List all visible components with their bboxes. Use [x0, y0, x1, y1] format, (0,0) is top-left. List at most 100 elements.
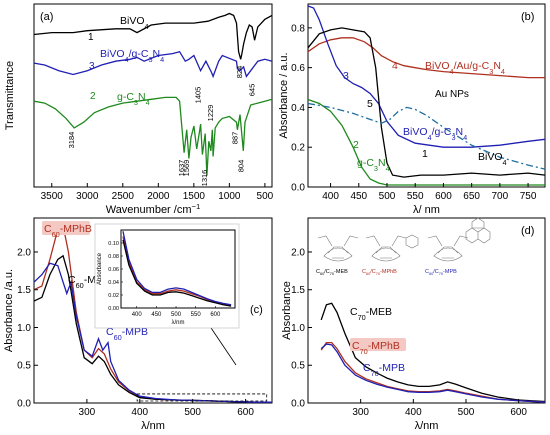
y-axis-label: Transmittance [4, 61, 16, 130]
series-name: BiVO4/Au/g-C3N4 [425, 60, 505, 76]
series-name: C60-MPB [106, 326, 148, 342]
inset-x-tick-label: 500 [171, 312, 182, 318]
x-tick-label: 500 [379, 191, 396, 202]
panel-b: 400 450 500 550 600 650 700 750 0.0 0.2 0.4 0.6 0.8 λ… [278, 3, 546, 216]
series-line-0 [307, 37, 545, 79]
molecule-structure-1 [365, 234, 419, 262]
y-tick-label: 0.2 [291, 143, 305, 154]
series-number: 4 [392, 60, 398, 72]
series-line-inset-2 [122, 231, 232, 306]
x-tick-label: 750 [520, 191, 537, 202]
series-name: C70-MPB [363, 362, 405, 378]
y-tick-label: 0.4 [291, 103, 305, 114]
ester-arms [427, 235, 469, 247]
panel-d: 300 400 500 600 0.0 0.5 1.0 1.5 2.0 λ/nm Absorbanc… [281, 217, 546, 432]
molecule-structure-0 [317, 235, 359, 262]
y-tick-label: 1.5 [291, 285, 305, 296]
peak-annotation: 1637 [177, 160, 186, 177]
inset-y-tick-label: 0.02 [108, 293, 119, 299]
x-tick-label: 600 [435, 191, 452, 202]
y-tick-label: 2.0 [291, 247, 305, 258]
series-number: 2 [353, 139, 359, 151]
y-axis-label: Absorbance / a.u. [278, 52, 290, 138]
y-tick-label: 2.0 [17, 247, 31, 258]
x-axis-label: λ/ nm [413, 204, 440, 216]
x-tick-label: 650 [463, 191, 480, 202]
x-tick-label: 300 [79, 407, 96, 418]
peak-annotation: 3184 [67, 132, 76, 149]
fullerene-cage [323, 247, 353, 262]
fullerene-cage [433, 247, 463, 262]
structure-label: C60/C70-MPhB [362, 269, 397, 276]
series-name: BiVO4/g-C3N4 [403, 126, 467, 142]
molecule-structure-2 [427, 217, 491, 262]
y-tick-label: 1.5 [17, 285, 31, 296]
series-line-0 [33, 12, 273, 60]
y-tick-label: 0.0 [291, 183, 305, 194]
x-tick-label: 400 [322, 191, 339, 202]
panel-a: 3500 3000 2500 2000 1500 1000 500 Wavenumber /c… [4, 3, 274, 216]
x-tick-label: 500 [257, 191, 274, 202]
y-tick-label: 1.0 [17, 323, 31, 334]
y-axis-label: Absorbance /a.u. [3, 269, 15, 352]
fullerene-bonds [437, 246, 459, 259]
x-tick-label: 700 [492, 191, 509, 202]
x-tick-label: 3500 [41, 191, 64, 202]
label-highlight [42, 221, 90, 235]
y-tick-label: 0.8 [291, 23, 305, 34]
series-line-1 [307, 5, 546, 148]
inset-x-tick-label: 400 [132, 312, 143, 318]
peak-annotation: 1569 [182, 160, 191, 177]
panel-c-frame [33, 217, 273, 404]
series-line-3 [307, 98, 545, 186]
peak-annotation: 1316 [200, 170, 209, 187]
x-tick-label: 400 [405, 407, 422, 418]
inset-x-tick-label: 450 [151, 312, 162, 318]
inset-y-axis-label: Absorbance [97, 252, 103, 285]
y-tick-label: 0.0 [17, 399, 31, 410]
series-name: C70-MPhB [352, 340, 400, 356]
inset-y-tick-label: 0.08 [108, 254, 119, 260]
y-tick-label: 0.5 [291, 361, 305, 372]
series-number: 5 [367, 98, 373, 110]
y-tick-label: 0.0 [291, 399, 305, 410]
x-tick-label: 3000 [76, 191, 99, 202]
x-tick-label: 600 [510, 407, 527, 418]
structure-label: C60/C70-MPB [425, 269, 457, 276]
x-tick-label: 450 [350, 191, 367, 202]
x-tick-label: 500 [184, 407, 201, 418]
panel-label: (a) [40, 11, 53, 23]
x-tick-label: 2500 [112, 191, 135, 202]
x-tick-label: 400 [131, 407, 148, 418]
inset-y-tick-label: 0.00 [108, 306, 119, 312]
series-line-2 [33, 96, 273, 176]
series-name: C60-MPhB [44, 223, 92, 239]
series-line-2 [33, 262, 272, 403]
series-name-gc3n4: g-C3N4 [117, 91, 150, 107]
series-line-inset-1 [122, 239, 232, 307]
peak-annotation: 824 [235, 66, 244, 79]
panel-label: (d) [521, 225, 534, 237]
structure-label: C60/C70-MEB [316, 269, 348, 276]
series-line-1 [33, 50, 273, 79]
x-tick-label: 1500 [183, 191, 206, 202]
series-line-2 [320, 343, 546, 403]
inset-background [94, 223, 240, 329]
y-tick-label: 1.0 [291, 323, 305, 334]
fullerene-bonds [327, 246, 349, 259]
series-name-bivo4-gc3n4: BiVO4/g-C3N4 [100, 48, 164, 64]
x-axis-label: λ/nm [415, 420, 439, 432]
x-tick-label: 2000 [147, 191, 170, 202]
series-name: BiVO4 [478, 151, 507, 167]
series-number: 2 [90, 91, 96, 102]
inset-y-tick-label: 0.10 [108, 241, 119, 247]
y-tick-label: 0.6 [291, 63, 305, 74]
ester-arms [317, 235, 359, 247]
panel-a-frame [33, 3, 273, 188]
series-name-bivo4: BiVO4 [120, 15, 149, 31]
panel-b-frame [307, 3, 546, 188]
series-line-1 [320, 341, 546, 403]
inset-y-tick-label: 0.04 [108, 280, 119, 286]
y-tick-label: 0.5 [17, 361, 31, 372]
